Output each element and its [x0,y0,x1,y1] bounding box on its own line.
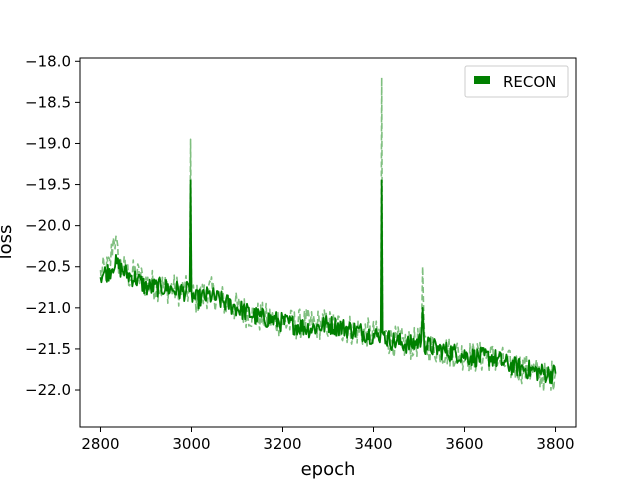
legend-box [464,65,569,98]
y-tick-label: −18.0 [25,52,71,70]
x-tick-label: 3200 [263,435,301,453]
plot-frame [79,57,577,428]
legend: RECON [464,65,569,98]
x-tick-label: 2800 [81,435,119,453]
y-tick-label: −19.0 [25,134,71,152]
y-tick-label: −19.5 [25,176,71,194]
y-tick-label: −20.0 [25,217,71,235]
y-axis: −18.0 −18.5 −19.0 −19.5 −20.0 −20.5 −21.0 −21.5… [25,52,80,399]
y-tick-label: −21.0 [25,299,71,317]
y-axis-label: loss [0,225,16,260]
series-layer [99,76,557,393]
x-tick-label: 3400 [354,435,392,453]
y-tick-label: −21.5 [25,340,71,358]
legend-swatch [474,76,490,84]
series-line-recon-dashed [99,76,557,393]
x-tick-label: 3000 [172,435,210,453]
x-axis: 2800 3000 3200 3400 3600 3800 [81,427,575,453]
y-tick-label: −20.5 [25,258,71,276]
x-tick-label: 3600 [445,435,483,453]
legend-label: RECON [503,73,556,91]
x-tick-label: 3800 [536,435,574,453]
y-tick-label: −18.5 [25,93,71,111]
x-axis-label: epoch [301,459,356,480]
y-tick-label: −22.0 [25,381,71,399]
series-line-recon [99,179,557,385]
